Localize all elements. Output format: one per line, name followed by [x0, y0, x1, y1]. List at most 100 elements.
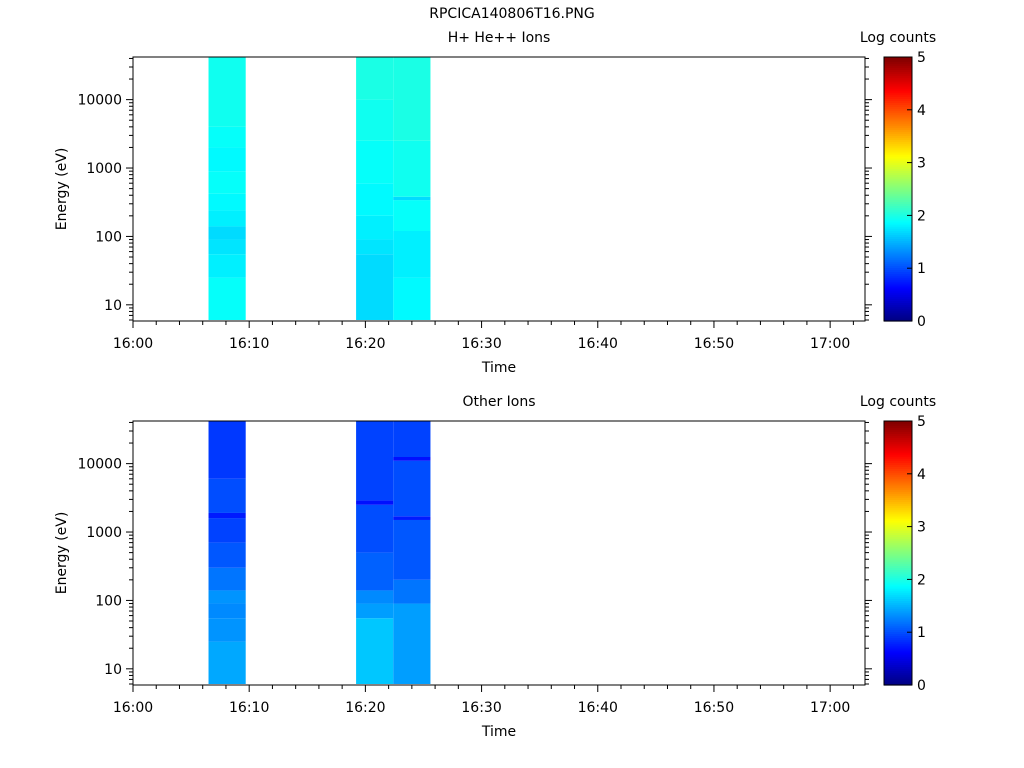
- colorbar-segment: [884, 160, 912, 163]
- colorbar-segment: [884, 606, 912, 610]
- colorbar-segment: [884, 575, 912, 579]
- heatmap-cell: [208, 193, 246, 211]
- colorbar-segment: [884, 600, 912, 604]
- colorbar-segment: [884, 503, 912, 507]
- heatmap-cell: [208, 210, 246, 227]
- colorbar-segment: [884, 625, 912, 628]
- colorbar-segment: [884, 281, 912, 285]
- colorbar-segment: [884, 182, 912, 186]
- colorbar-segment: [884, 149, 912, 153]
- x-tick-label: 16:50: [694, 700, 734, 716]
- colorbar-segment: [884, 614, 912, 618]
- colorbar-segment: [884, 602, 912, 606]
- colorbar-segment: [884, 162, 912, 165]
- colorbar-segment: [884, 112, 912, 116]
- colorbar-segment: [884, 236, 912, 240]
- y-tick-label: 10: [104, 298, 122, 314]
- colorbar-segment: [884, 318, 912, 322]
- colorbar-segment: [884, 676, 912, 680]
- colorbar-segment: [884, 147, 912, 151]
- colorbar-segment: [884, 478, 912, 482]
- colorbar-segment: [884, 460, 912, 463]
- colorbar-segment: [884, 672, 912, 676]
- colorbar-segment: [884, 277, 912, 281]
- colorbar-segment: [884, 252, 912, 256]
- colorbar-segment: [884, 312, 912, 316]
- colorbar-tick-label: 4: [917, 467, 926, 483]
- colorbar-segment: [884, 246, 912, 250]
- colorbar-segment: [884, 674, 912, 678]
- colorbar-segment: [884, 619, 912, 622]
- colorbar-segment: [884, 565, 912, 569]
- colorbar-segment: [884, 232, 912, 235]
- colorbar-segment: [884, 682, 912, 686]
- colorbar-segment: [884, 429, 912, 432]
- x-tick-label: 16:00: [113, 700, 153, 716]
- colorbar-segment: [884, 616, 912, 620]
- colorbar-label: Log counts: [860, 394, 936, 410]
- heatmap-cell: [356, 183, 394, 216]
- colorbar-segment: [884, 137, 912, 141]
- heatmap-cell: [356, 590, 394, 604]
- heatmap-cell: [356, 239, 394, 255]
- colorbar-segment: [884, 513, 912, 517]
- colorbar-tick-label: 3: [917, 520, 926, 536]
- x-tick-label: 16:10: [229, 336, 269, 352]
- colorbar-segment: [884, 487, 912, 490]
- heatmap-cell: [393, 200, 431, 232]
- colorbar-segment: [884, 466, 912, 470]
- colorbar-segment: [884, 474, 912, 478]
- colorbar-segment: [884, 98, 912, 101]
- colorbar-segment: [884, 238, 912, 242]
- heatmap-cell: [208, 171, 246, 194]
- colorbar-segment: [884, 439, 912, 443]
- colorbar-segment: [884, 462, 912, 465]
- colorbar-segment: [884, 526, 912, 529]
- colorbar-segment: [884, 166, 912, 169]
- colorbar-segment: [884, 57, 912, 60]
- colorbar-segment: [884, 153, 912, 157]
- x-tick-label: 16:00: [113, 336, 153, 352]
- heatmap-cell: [356, 140, 394, 184]
- colorbar-segment: [884, 69, 912, 73]
- y-tick-label: 10: [104, 662, 122, 678]
- colorbar-segment: [884, 680, 912, 684]
- colorbar-segment: [884, 228, 912, 231]
- colorbar-segment: [884, 302, 912, 306]
- colorbar-segment: [884, 75, 912, 79]
- colorbar-segment: [884, 127, 912, 130]
- colorbar-segment: [884, 489, 912, 492]
- colorbar-segment: [884, 668, 912, 672]
- colorbar-segment: [884, 567, 912, 571]
- colorbar-segment: [884, 131, 912, 134]
- colorbar-segment: [884, 242, 912, 246]
- colorbar-segment: [884, 106, 912, 110]
- colorbar-segment: [884, 61, 912, 64]
- colorbar-segment: [884, 501, 912, 505]
- colorbar-segment: [884, 550, 912, 554]
- heatmap-cell: [208, 512, 246, 519]
- colorbar-segment: [884, 610, 912, 614]
- colorbar-segment: [884, 573, 912, 577]
- colorbar-segment: [884, 678, 912, 682]
- colorbar-segment: [884, 300, 912, 304]
- x-tick-label: 17:00: [810, 700, 850, 716]
- colorbar-segment: [884, 285, 912, 289]
- colorbar-segment: [884, 594, 912, 597]
- colorbar-segment: [884, 197, 912, 200]
- x-tick-label: 16:50: [694, 336, 734, 352]
- colorbar-segment: [884, 499, 912, 503]
- x-axis-label: Time: [481, 724, 516, 740]
- colorbar-segment: [884, 94, 912, 97]
- colorbar-segment: [884, 645, 912, 649]
- heatmap-cell: [356, 500, 394, 505]
- colorbar-segment: [884, 133, 912, 136]
- heatmap-cell: [356, 57, 394, 100]
- y-tick-label: 10000: [77, 457, 122, 473]
- heatmap-cell: [393, 579, 431, 604]
- colorbar-segment: [884, 248, 912, 252]
- heatmap-cell: [356, 215, 394, 240]
- colorbar-segment: [884, 540, 912, 544]
- colorbar-segment: [884, 647, 912, 651]
- colorbar-segment: [884, 279, 912, 283]
